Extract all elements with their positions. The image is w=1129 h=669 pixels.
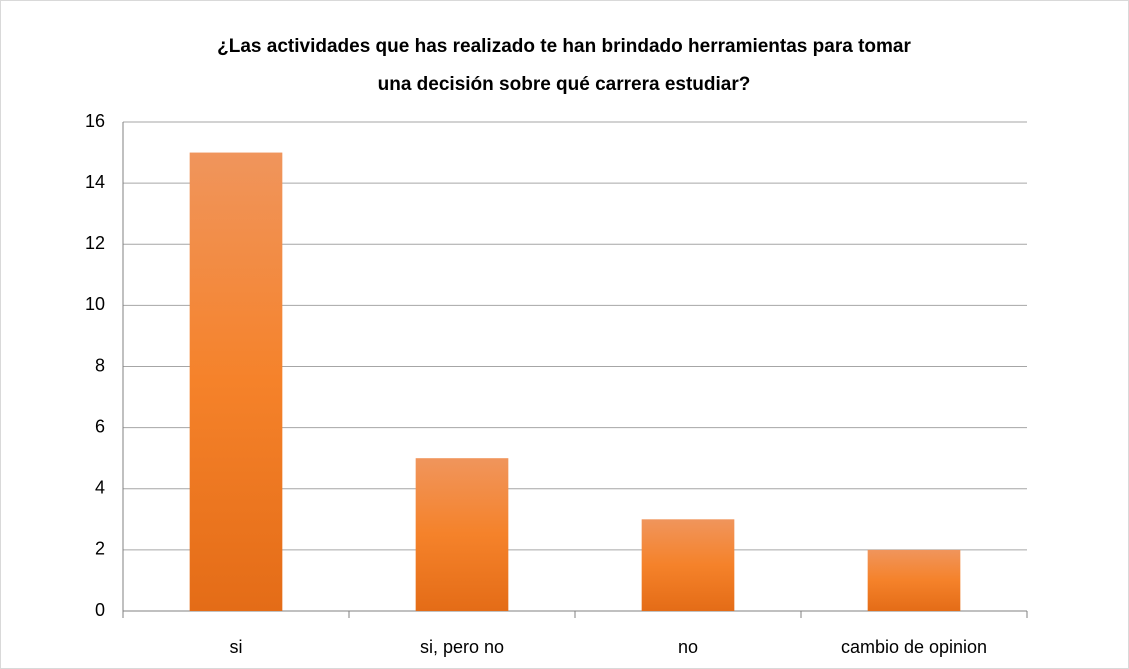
- x-tick-label: cambio de opinion: [841, 637, 987, 657]
- x-tick-label: si, pero no: [420, 637, 504, 657]
- y-tick-label: 2: [95, 539, 105, 559]
- y-tick-label: 4: [95, 478, 105, 498]
- chart-title: una decisión sobre qué carrera estudiar?: [378, 74, 751, 95]
- x-tick-label: no: [678, 637, 698, 657]
- y-tick-label: 16: [85, 111, 105, 131]
- y-tick-label: 8: [95, 355, 105, 375]
- y-tick-label: 6: [95, 416, 105, 436]
- bar: [189, 152, 283, 611]
- y-tick-label: 10: [85, 294, 105, 314]
- y-tick-label: 0: [95, 600, 105, 620]
- x-tick-label: si: [230, 637, 243, 657]
- bar: [415, 458, 509, 611]
- bar: [641, 519, 735, 611]
- y-tick-label: 12: [85, 233, 105, 253]
- chart-title: ¿Las actividades que has realizado te ha…: [217, 36, 911, 57]
- bar: [867, 549, 961, 611]
- y-tick-label: 14: [85, 172, 105, 192]
